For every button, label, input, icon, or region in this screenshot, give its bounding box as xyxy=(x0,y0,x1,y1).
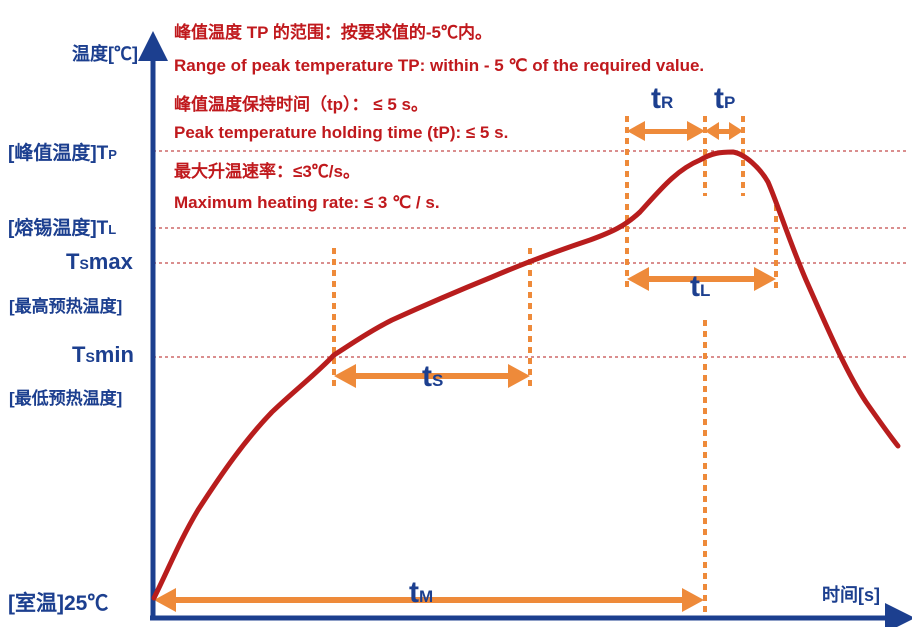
ts-sub: S xyxy=(432,371,444,390)
note-peak-range-en: Range of peak temperature TP: within - 5… xyxy=(174,56,705,75)
tp-sub: P xyxy=(724,93,736,112)
tsmax-level-label: TSmax xyxy=(66,249,133,275)
tp-main: t xyxy=(714,82,724,115)
temperature-curve xyxy=(151,149,901,601)
note-heating-rate-cn: 最大升温速率：≤3℃/s。 xyxy=(174,162,360,181)
tl-arrow xyxy=(627,267,776,291)
note-heating-rate-en: Maximum heating rate: ≤ 3 ℃ / s. xyxy=(174,193,440,212)
tsmin-sub: S xyxy=(85,349,95,365)
tp-level-text: [峰值温度]T xyxy=(8,143,109,164)
tr-label: tR xyxy=(651,82,673,116)
tsmax-cn-label: [最高预热温度] xyxy=(9,297,123,316)
tl-label: tL xyxy=(690,270,710,304)
tm-arrow xyxy=(154,588,704,612)
ts-main: t xyxy=(422,360,432,393)
tsmin-level-label: TSmin xyxy=(72,342,134,368)
tsmin-main: T xyxy=(72,342,86,367)
tr-arrow xyxy=(627,121,705,141)
y-axis-title: 温度[℃] xyxy=(72,44,138,64)
tl-sub: L xyxy=(700,281,711,300)
tsmin-tail: min xyxy=(94,342,134,367)
x-axis-title: 时间[s] xyxy=(822,585,880,605)
room-temp-label: [室温]25℃ xyxy=(8,592,109,615)
tl-level-text: [熔锡温度]T xyxy=(8,218,109,239)
tp-arrow xyxy=(705,122,743,140)
tp-level-sub: P xyxy=(108,147,117,162)
tp-label: tP xyxy=(714,82,735,116)
tr-main: t xyxy=(651,82,661,115)
note-hold-time-en: Peak temperature holding time (tP): ≤ 5 … xyxy=(174,123,509,142)
tl-level-sub: L xyxy=(108,222,117,237)
tsmax-tail: max xyxy=(88,249,133,274)
tm-sub: M xyxy=(419,587,434,606)
ts-label: tS xyxy=(422,360,443,394)
note-peak-range-cn: 峰值温度 TP 的范围：按要求值的-5℃内。 xyxy=(174,23,492,42)
tr-sub: R xyxy=(661,93,674,112)
tsmax-sub: S xyxy=(79,256,89,272)
tm-main: t xyxy=(409,576,419,609)
tsmax-main: T xyxy=(66,249,80,274)
tl-main: t xyxy=(690,270,700,303)
tsmin-cn-label: [最低预热温度] xyxy=(9,389,123,408)
note-hold-time-cn: 峰值温度保持时间（tp）： ≤ 5 s。 xyxy=(174,95,428,114)
tm-label: tM xyxy=(409,576,433,610)
tp-level-label: [峰值温度]TP xyxy=(8,138,117,165)
tl-level-label: [熔锡温度]TL xyxy=(8,213,116,240)
ts-arrow xyxy=(334,364,530,388)
